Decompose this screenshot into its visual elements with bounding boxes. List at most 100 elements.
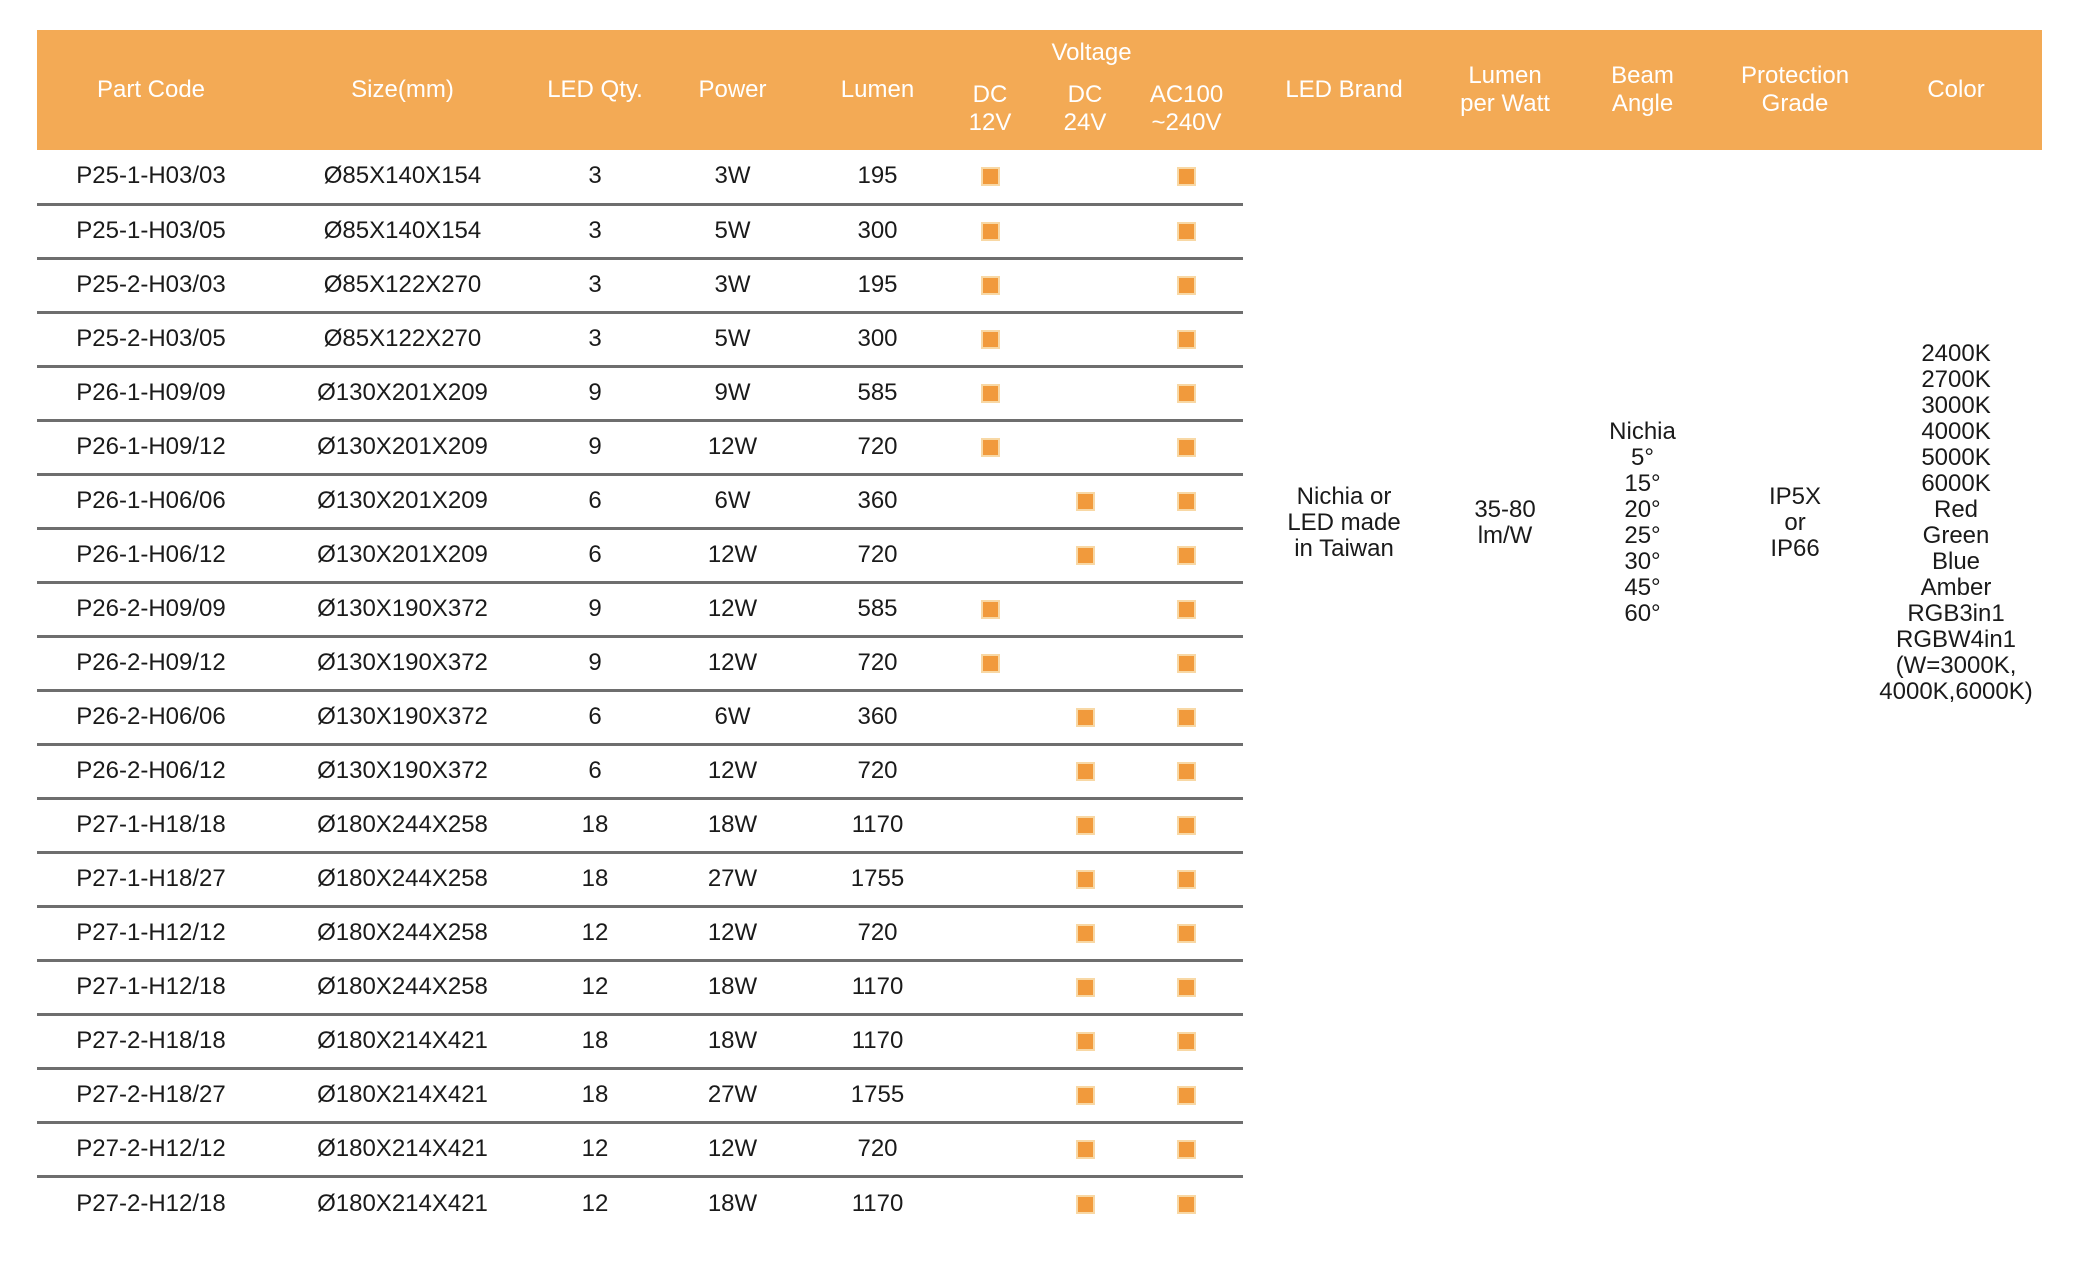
voltage-check-square <box>1075 762 1095 782</box>
size-cell: Ø180X244X258 <box>265 798 540 854</box>
power-cell: 5W <box>650 204 815 260</box>
power-cell: 6W <box>650 690 815 746</box>
size-cell: Ø85X122X270 <box>265 312 540 368</box>
voltage-check-square <box>1177 600 1196 620</box>
led-qty-cell: 18 <box>540 852 650 908</box>
voltage-check-square <box>1075 816 1095 836</box>
voltage-check-square <box>1177 222 1196 242</box>
lumen-cell: 720 <box>815 528 940 584</box>
led-qty-cell: 9 <box>540 366 650 422</box>
lumen-cell: 585 <box>815 582 940 638</box>
table-row: P25-2-H03/05 Ø85X122X270 3 5W 300 <box>37 312 2042 368</box>
part-code-cell: P26-1-H09/09 <box>37 366 265 422</box>
dc12-cell <box>940 312 1040 368</box>
lumen-per-watt-merged-cell: 35-80 lm/W <box>1474 495 1536 549</box>
ac-cell <box>1130 798 1244 854</box>
part-code-cell: P26-2-H06/06 <box>37 690 265 746</box>
header-dc12v: DC 12V <box>940 76 1040 150</box>
voltage-check-square <box>1177 384 1196 404</box>
led-qty-cell: 6 <box>540 744 650 800</box>
dc12-cell <box>940 1068 1040 1124</box>
voltage-check-square <box>1177 330 1196 350</box>
dc12-cell <box>940 852 1040 908</box>
power-cell: 3W <box>650 258 815 314</box>
lumen-cell: 195 <box>815 258 940 314</box>
dc12-cell <box>940 474 1040 530</box>
power-cell: 12W <box>650 528 815 584</box>
lumen-cell: 720 <box>815 420 940 476</box>
voltage-check-square <box>1177 1086 1196 1106</box>
header-part-code: Part Code <box>37 30 265 150</box>
dc12-cell <box>940 690 1040 746</box>
table-row: P27-1-H12/18 Ø180X244X258 12 18W 1170 <box>37 960 2042 1016</box>
beam-angle-merged-cell: Nichia 5° 15° 20° 25° 30° 45° 60° <box>1609 417 1676 627</box>
ac-cell <box>1130 258 1244 314</box>
dc24-cell <box>1040 528 1130 584</box>
dc24-cell <box>1040 690 1130 746</box>
led-brand-merged-cell: Nichia or LED made in Taiwan <box>1287 482 1401 562</box>
lumen-cell: 1755 <box>815 1068 940 1124</box>
lumen-cell: 1755 <box>815 852 940 908</box>
voltage-check-square <box>1177 978 1196 998</box>
dc12-cell <box>940 1122 1040 1178</box>
voltage-check-square <box>1177 870 1196 890</box>
size-cell: Ø85X122X270 <box>265 258 540 314</box>
led-qty-cell: 6 <box>540 528 650 584</box>
ac-cell <box>1130 744 1244 800</box>
dc12-cell <box>940 582 1040 638</box>
lumen-cell: 720 <box>815 906 940 962</box>
voltage-check-square <box>1075 1140 1095 1160</box>
size-cell: Ø180X244X258 <box>265 852 540 908</box>
size-cell: Ø180X214X421 <box>265 1122 540 1178</box>
lumen-cell: 1170 <box>851 1189 904 1217</box>
voltage-check-square <box>980 330 1000 350</box>
header-beam-angle: Beam Angle <box>1565 30 1721 150</box>
power-cell: 12W <box>650 906 815 962</box>
dc12-cell <box>940 636 1040 692</box>
dc24-cell <box>1040 960 1130 1016</box>
header-lumen-per-watt: Lumen per Watt <box>1445 30 1566 150</box>
table-row: P26-1-H09/12 Ø130X201X209 9 12W 720 <box>37 420 2042 476</box>
dc24-cell <box>1040 420 1130 476</box>
part-code-cell: P26-2-H06/12 <box>37 744 265 800</box>
size-cell: Ø130X190X372 <box>265 636 540 692</box>
voltage-check-square <box>1075 1032 1095 1052</box>
ac-cell <box>1130 420 1244 476</box>
voltage-check-square <box>1177 762 1196 782</box>
voltage-check-square <box>980 222 1000 242</box>
spec-table-body: P25-1-H03/03 Ø85X140X154 3 3W 195 Nichia… <box>37 150 2042 1230</box>
dc12-cell <box>940 906 1040 962</box>
voltage-check-square <box>1075 1086 1095 1106</box>
part-code-cell: P25-2-H03/03 <box>37 258 265 314</box>
ac-cell <box>1130 960 1244 1016</box>
led-qty-cell: 18 <box>540 798 650 854</box>
dc12-cell <box>940 204 1040 260</box>
dc12-cell <box>940 150 1040 206</box>
dc24-cell <box>1040 798 1130 854</box>
part-code-cell: P27-2-H12/12 <box>37 1122 265 1178</box>
lumen-cell: 1170 <box>815 798 940 854</box>
voltage-check-square <box>1075 870 1095 890</box>
power-cell: 3W <box>650 150 815 206</box>
ac-cell <box>1130 312 1244 368</box>
voltage-check-square <box>980 276 1000 296</box>
voltage-check-square <box>1177 1032 1196 1052</box>
size-cell: Ø180X214X421 <box>265 1068 540 1124</box>
part-code-cell: P25-2-H03/05 <box>37 312 265 368</box>
voltage-check-square <box>1075 924 1095 944</box>
lumen-cell: 195 <box>815 150 940 206</box>
part-code-cell: P26-2-H09/09 <box>37 582 265 638</box>
part-code-cell: P27-2-H12/18 <box>76 1189 226 1217</box>
dc12-cell <box>940 528 1040 584</box>
voltage-check-square <box>1177 438 1196 458</box>
dc24-cell <box>1040 1122 1130 1178</box>
header-power: Power <box>650 30 815 150</box>
table-row: P27-2-H18/18 Ø180X214X421 18 18W 1170 <box>37 1014 2042 1070</box>
header-led-brand: LED Brand <box>1243 30 1446 150</box>
size-cell: Ø130X190X372 <box>265 690 540 746</box>
led-qty-cell: 6 <box>540 474 650 530</box>
part-code-cell: P26-1-H09/12 <box>37 420 265 476</box>
dc24-cell <box>1040 744 1130 800</box>
header-color: Color <box>1870 30 2043 150</box>
lumen-cell: 360 <box>815 474 940 530</box>
